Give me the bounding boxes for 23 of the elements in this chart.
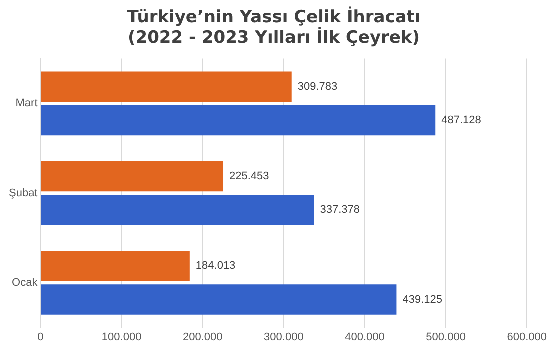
data-label: 309.783: [298, 80, 338, 93]
data-label: 184.013: [196, 260, 236, 272]
chart-title: Türkiye’nin Yassı Çelik İhracatı (2022 - 2023 Yılları İlk Çeyrek): [127, 6, 421, 48]
x-tick-label: 0: [38, 331, 44, 344]
bar: [41, 105, 436, 136]
x-tick-label: 500.000: [426, 331, 466, 344]
bar: [41, 284, 397, 315]
bar: [41, 72, 292, 102]
y-tick-label: Şubat: [8, 187, 38, 200]
data-label: 225.453: [230, 170, 270, 183]
bar: [41, 251, 190, 282]
y-tick-label: Mart: [16, 98, 38, 110]
x-tick-label: 200.000: [182, 331, 223, 344]
data-label: 487.128: [442, 114, 482, 126]
x-tick-label: 400.000: [345, 331, 385, 344]
y-tick-label: Ocak: [12, 277, 38, 289]
x-tick-label: 100.000: [102, 331, 142, 344]
bar: [41, 194, 314, 226]
data-label: 439.125: [402, 294, 442, 306]
data-label: 337.378: [320, 204, 360, 216]
bar: [41, 161, 224, 192]
x-tick-label: 600.000: [507, 331, 547, 344]
x-tick-label: 300.000: [264, 331, 304, 344]
